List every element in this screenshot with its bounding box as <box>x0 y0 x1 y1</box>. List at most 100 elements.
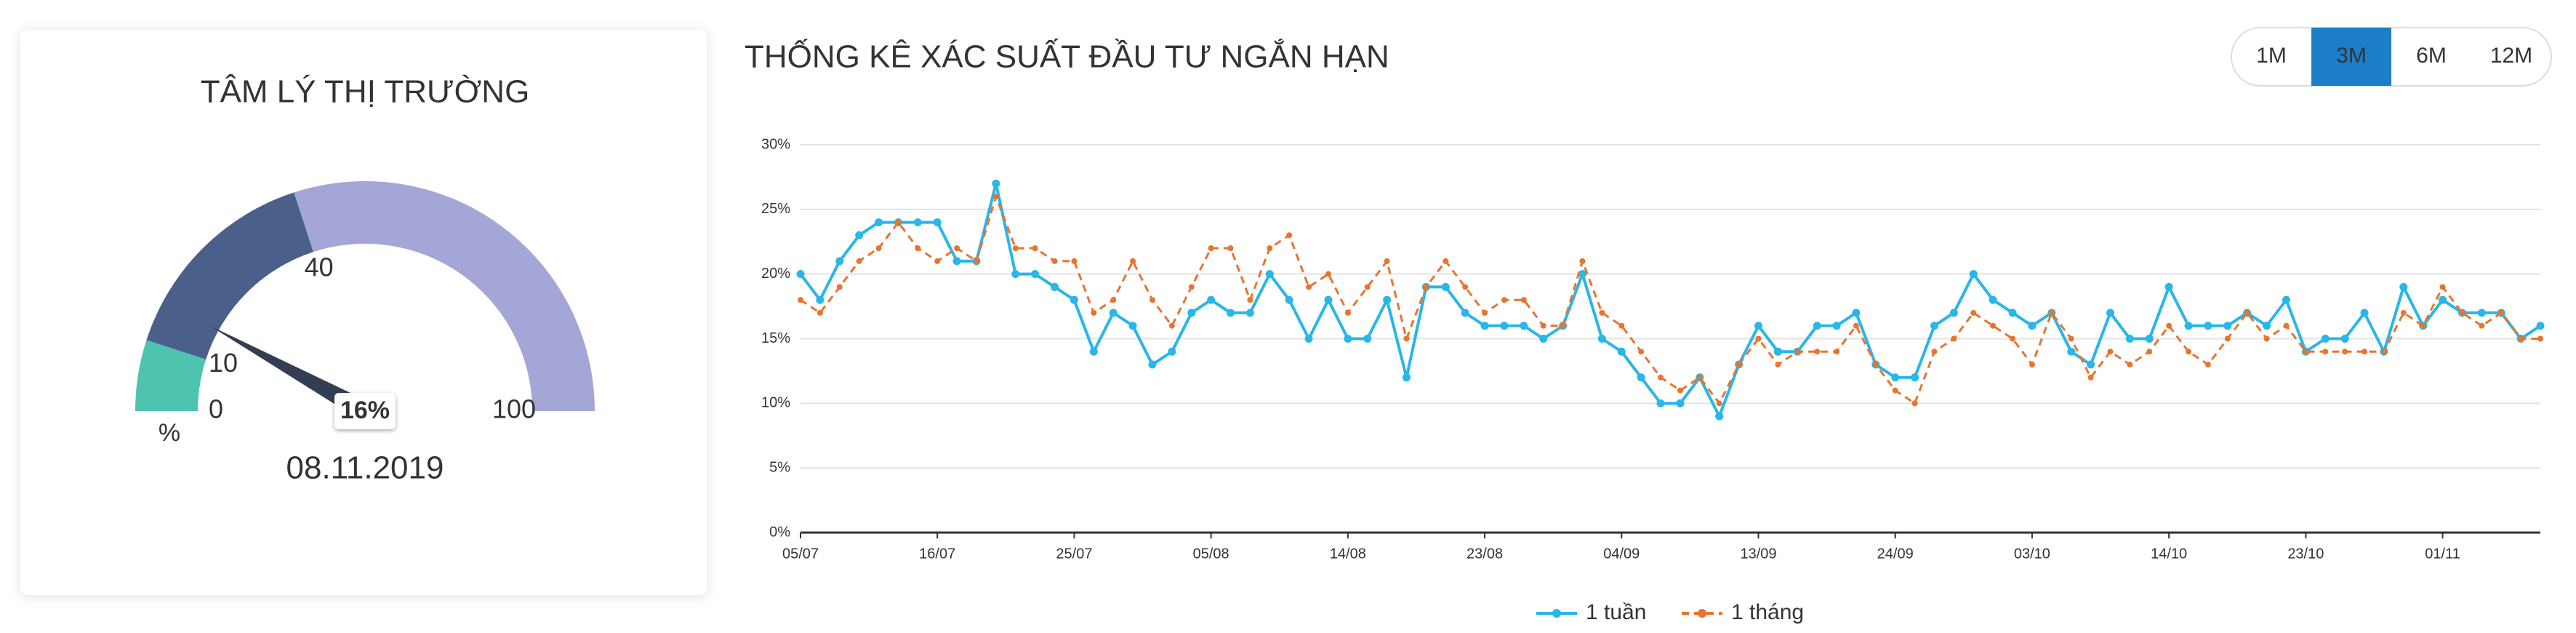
series-point <box>1539 335 1548 343</box>
series-point <box>1911 373 1919 382</box>
series-point <box>1051 282 1059 291</box>
series-point <box>2479 322 2485 329</box>
gauge-band <box>135 340 206 411</box>
series-point <box>2184 322 2193 330</box>
series-point <box>1853 322 1859 329</box>
series-point <box>1070 295 1078 304</box>
x-tick-label: 14/08 <box>1330 546 1366 562</box>
y-tick-label: 20% <box>761 266 790 282</box>
series-point <box>1168 347 1176 356</box>
series-point <box>1990 322 1997 329</box>
series-point <box>1989 295 1997 304</box>
series-point <box>1286 232 1293 239</box>
gauge-date: 08.11.2019 <box>286 450 444 486</box>
x-tick-label: 24/09 <box>1877 546 1914 562</box>
series-point <box>2204 322 2212 330</box>
gauge-tick-label: 100 <box>492 394 536 424</box>
gauge-tick-label: 40 <box>305 252 334 282</box>
x-tick-label: 13/09 <box>1740 546 1776 562</box>
series-point <box>1597 335 1606 343</box>
series-point <box>2087 360 2095 369</box>
series-point <box>2087 374 2094 381</box>
series-point <box>1128 322 1137 330</box>
series-point <box>1814 349 1821 355</box>
series-point <box>1931 349 1938 355</box>
legend-marker[interactable] <box>1698 609 1706 618</box>
series-point <box>1617 347 1626 356</box>
series-point <box>2400 309 2407 316</box>
series-point <box>1599 309 1605 316</box>
series-point <box>1773 347 1782 356</box>
series-point <box>1363 335 1372 343</box>
series-point <box>1775 362 1781 368</box>
series-point <box>2204 362 2211 368</box>
series-point <box>1325 271 1331 277</box>
series-point <box>1304 335 1313 343</box>
series-point <box>1696 374 1703 381</box>
series-point <box>1970 309 1977 316</box>
range-button[interactable]: 6M <box>2416 44 2447 68</box>
x-tick-label: 16/07 <box>919 546 955 562</box>
series-point <box>973 258 979 264</box>
gauge-tick-label: 10 <box>209 348 238 378</box>
series-point <box>2008 308 2017 317</box>
legend-label[interactable]: 1 tuần <box>1586 600 1646 624</box>
series-point <box>1461 308 1469 317</box>
value-label-box <box>334 393 396 429</box>
series-point <box>1716 400 1722 407</box>
range-button[interactable]: 1M <box>2256 44 2287 68</box>
series-point <box>2263 335 2270 342</box>
gauge-band <box>294 181 595 411</box>
series-point <box>1892 387 1898 394</box>
series-point <box>1110 297 1117 303</box>
series-point <box>1578 270 1587 279</box>
series-point <box>1012 245 1019 252</box>
series-point <box>2223 322 2232 330</box>
series-point <box>1755 335 1762 342</box>
series-point <box>1149 297 1155 303</box>
series-point <box>1480 322 1489 330</box>
value-label: 16% <box>340 397 390 424</box>
range-button[interactable]: 12M <box>2490 44 2532 68</box>
series-point <box>2439 284 2446 290</box>
range-button[interactable]: 3M <box>2336 44 2367 68</box>
series-point <box>2010 335 2016 342</box>
series-point <box>913 218 922 227</box>
series-point <box>796 270 805 279</box>
series-point <box>2420 322 2426 329</box>
series-point <box>1071 258 1078 264</box>
series-point <box>2498 309 2505 316</box>
series-point <box>2166 322 2172 329</box>
series-point <box>915 245 921 252</box>
x-tick-label: 05/07 <box>782 546 819 562</box>
series-point <box>1089 347 1098 356</box>
legend-marker[interactable] <box>1552 609 1561 618</box>
series-point <box>1403 335 1410 342</box>
series-point <box>1911 400 1918 407</box>
series-point <box>2537 335 2543 342</box>
series-point <box>933 218 942 227</box>
series-point <box>2067 347 2076 356</box>
series-point <box>1031 270 1040 279</box>
range-button-active[interactable] <box>2311 28 2391 86</box>
series-point <box>1891 373 1900 382</box>
series-point <box>2459 309 2465 316</box>
legend-label[interactable]: 1 tháng <box>1731 600 1804 624</box>
series-point <box>1423 284 1429 290</box>
series-point <box>1754 322 1762 330</box>
series-point <box>855 231 864 239</box>
series-point <box>1834 349 1840 355</box>
series-point <box>1658 374 1664 381</box>
series-point <box>2340 335 2349 343</box>
series-point <box>1051 258 1058 264</box>
series-point <box>1383 295 1392 304</box>
x-tick-label: 23/10 <box>2287 546 2324 562</box>
series-point <box>1306 284 1312 290</box>
series-point <box>1736 362 1742 368</box>
series-point <box>2186 349 2192 355</box>
series-point <box>2439 295 2447 304</box>
series-point <box>2048 309 2055 316</box>
series-point <box>1520 322 1528 330</box>
series-point <box>2360 308 2369 317</box>
series-point <box>1032 245 1038 252</box>
